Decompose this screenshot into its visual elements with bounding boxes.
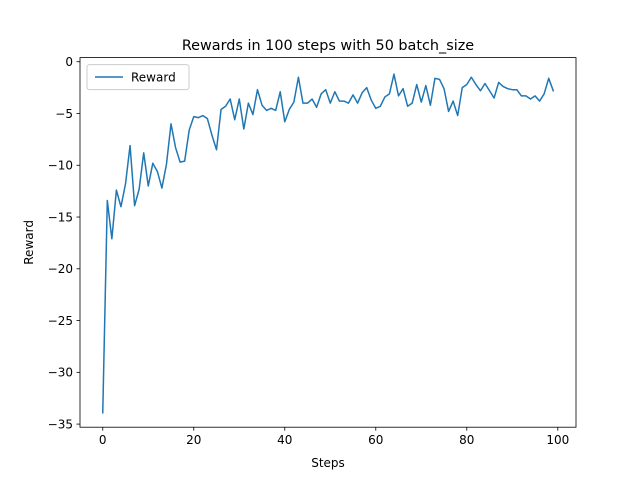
legend-box bbox=[86, 64, 190, 91]
series-line-reward bbox=[101, 73, 555, 414]
x-tick-label: 100 bbox=[546, 433, 569, 447]
x-tick-label: 60 bbox=[368, 433, 383, 447]
y-tick-label: −25 bbox=[48, 314, 73, 328]
y-tick-label: −10 bbox=[48, 159, 73, 173]
plot-area bbox=[101, 73, 555, 414]
axis-ticks: 0 20 40 60 80 100 0 −5 −10 −15 −20 −25 −30 −35 bbox=[48, 55, 570, 447]
x-axis-title: Steps bbox=[311, 456, 345, 470]
legend-label-reward: Reward bbox=[131, 71, 176, 85]
x-tick-label: 80 bbox=[459, 433, 474, 447]
x-tick-label: 0 bbox=[99, 433, 107, 447]
x-tick-label: 40 bbox=[277, 433, 292, 447]
y-axis-title: Reward bbox=[22, 220, 36, 265]
y-tick-label: −35 bbox=[48, 417, 73, 431]
y-tick-label: −15 bbox=[48, 210, 73, 224]
y-tick-label: 0 bbox=[65, 55, 73, 69]
chart-title: Rewards in 100 steps with 50 batch_size bbox=[182, 38, 474, 54]
y-tick-label: −5 bbox=[55, 107, 73, 121]
y-tick-label: −30 bbox=[48, 366, 73, 380]
axes-frame bbox=[79, 57, 577, 428]
y-tick-label: −20 bbox=[48, 262, 73, 276]
x-tick-label: 20 bbox=[186, 433, 201, 447]
legend: Reward bbox=[86, 64, 190, 91]
